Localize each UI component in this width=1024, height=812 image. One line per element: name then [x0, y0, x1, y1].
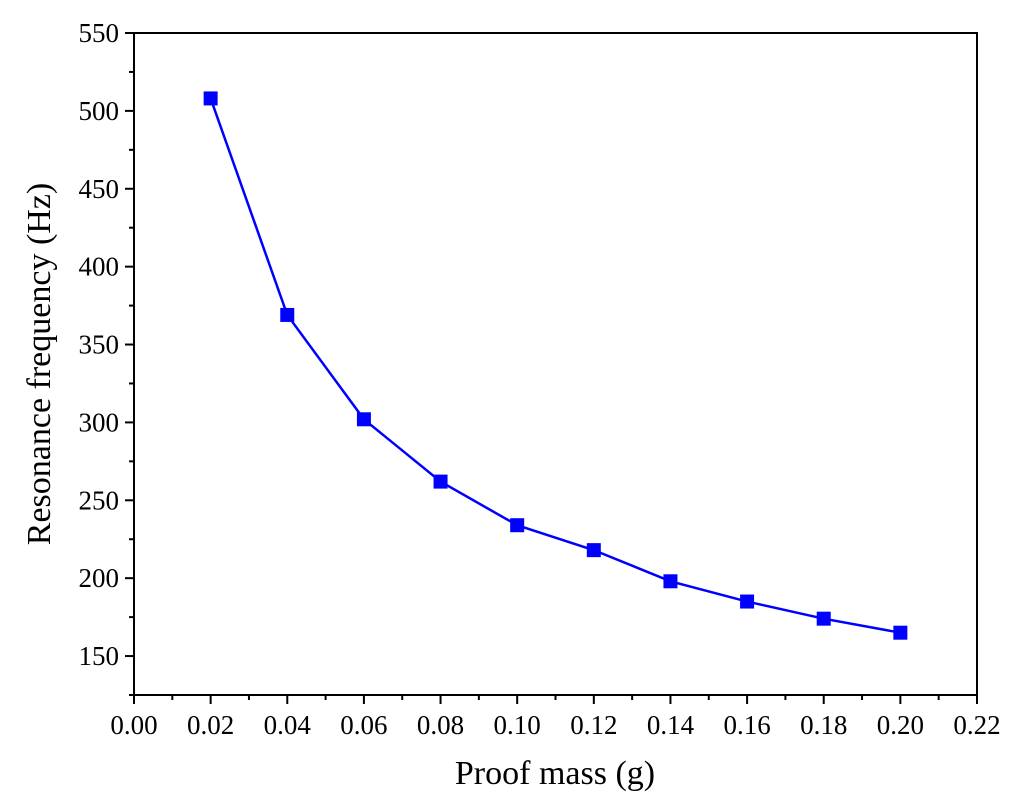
data-point: [356, 412, 371, 427]
data-point: [203, 91, 218, 106]
data-point: [510, 518, 525, 533]
x-tick-label: 0.12: [570, 710, 617, 740]
data-point: [280, 307, 295, 322]
x-tick-label: 0.10: [494, 710, 541, 740]
x-tick-label: 0.20: [877, 710, 924, 740]
data-point: [663, 574, 678, 589]
data-point: [816, 611, 831, 626]
x-axis-title: Proof mass (g): [455, 755, 655, 792]
y-axis-ticks: 150 200 250 300 350 400 450 500 550: [79, 18, 134, 696]
data-point: [740, 594, 755, 609]
y-axis-title: Resonance frequency (Hz): [21, 183, 58, 545]
data-point: [433, 474, 448, 489]
x-tick-label: 0.02: [187, 710, 234, 740]
x-tick-label: 0.08: [417, 710, 464, 740]
data-point: [893, 625, 908, 640]
x-tick-label: 0.18: [800, 710, 847, 740]
x-tick-label: 0.16: [723, 710, 770, 740]
x-tick-label: 0.00: [110, 710, 157, 740]
y-tick-label: 400: [79, 252, 120, 282]
y-tick-label: 250: [79, 485, 120, 515]
y-tick-label: 350: [79, 330, 120, 360]
y-tick-label: 150: [79, 641, 120, 671]
y-tick-label: 200: [79, 563, 120, 593]
x-tick-label: 0.06: [340, 710, 387, 740]
x-tick-label: 0.14: [647, 710, 695, 740]
y-tick-label: 550: [79, 18, 120, 48]
data-point: [586, 543, 601, 558]
series-layer: [203, 91, 908, 640]
y-tick-label: 450: [79, 174, 120, 204]
y-tick-label: 300: [79, 407, 120, 437]
plot-frame: [133, 32, 978, 696]
y-tick-label: 500: [79, 96, 120, 126]
x-tick-label: 0.04: [264, 710, 312, 740]
x-axis-ticks: 0.00 0.02 0.04 0.06 0.08 0.10 0.12 0.14 0.16 0.18…: [110, 695, 1001, 740]
x-tick-label: 0.22: [953, 710, 1000, 740]
series-line: [209, 98, 901, 634]
